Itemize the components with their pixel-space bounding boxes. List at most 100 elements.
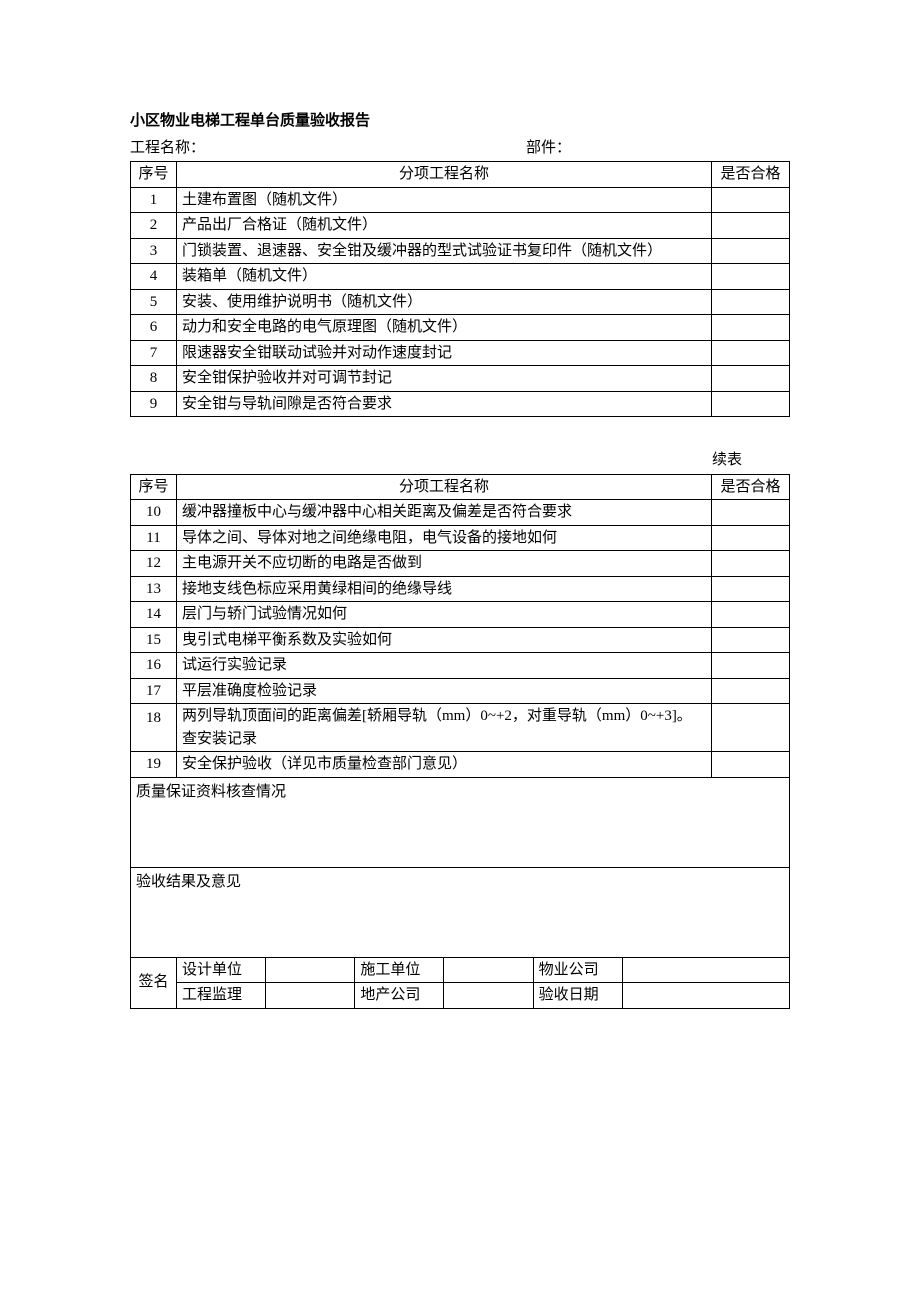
acceptance-date-label: 验收日期 bbox=[533, 983, 622, 1009]
seq-cell: 12 bbox=[131, 551, 177, 577]
qual-cell[interactable] bbox=[712, 289, 790, 315]
qual-cell[interactable] bbox=[712, 391, 790, 417]
table-row: 10缓冲器撞板中心与缓冲器中心相关距离及偏差是否符合要求 bbox=[131, 500, 790, 526]
table-row: 5安装、使用维护说明书（随机文件） bbox=[131, 289, 790, 315]
name-cell: 土建布置图（随机文件） bbox=[177, 187, 712, 213]
result-label: 验收结果及意见 bbox=[136, 874, 241, 890]
table-row: 18两列导轨顶面间的距离偏差[轿厢导轨（mm）0~+2，对重导轨（mm）0~+3… bbox=[131, 704, 790, 752]
qa-review-row: 质量保证资料核查情况 bbox=[131, 777, 790, 867]
table-row: 11导体之间、导体对地之间绝缘电阻，电气设备的接地如何 bbox=[131, 525, 790, 551]
qual-cell[interactable] bbox=[712, 551, 790, 577]
seq-cell: 14 bbox=[131, 602, 177, 628]
table-row: 1土建布置图（随机文件） bbox=[131, 187, 790, 213]
seq-cell: 2 bbox=[131, 213, 177, 239]
construction-unit-value[interactable] bbox=[444, 957, 533, 983]
qual-cell[interactable] bbox=[712, 187, 790, 213]
signature-group-label: 签名 bbox=[131, 957, 177, 1008]
table-header-row: 序号 分项工程名称 是否合格 bbox=[131, 162, 790, 188]
qual-cell[interactable] bbox=[712, 627, 790, 653]
part-label: 部件： bbox=[526, 140, 571, 156]
qual-cell[interactable] bbox=[712, 366, 790, 392]
seq-cell: 4 bbox=[131, 264, 177, 290]
name-cell: 产品出厂合格证（随机文件） bbox=[177, 213, 712, 239]
property-company-label: 物业公司 bbox=[533, 957, 622, 983]
seq-cell: 11 bbox=[131, 525, 177, 551]
seq-cell: 10 bbox=[131, 500, 177, 526]
table-row: 2产品出厂合格证（随机文件） bbox=[131, 213, 790, 239]
qual-cell[interactable] bbox=[712, 678, 790, 704]
name-cell: 曳引式电梯平衡系数及实验如何 bbox=[177, 627, 712, 653]
qual-cell[interactable] bbox=[712, 315, 790, 341]
name-cell: 装箱单（随机文件） bbox=[177, 264, 712, 290]
table-row: 4装箱单（随机文件） bbox=[131, 264, 790, 290]
qa-review-label: 质量保证资料核查情况 bbox=[136, 784, 286, 800]
continued-label: 续表 bbox=[130, 449, 790, 472]
name-cell: 门锁装置、退速器、安全钳及缓冲器的型式试验证书复印件（随机文件） bbox=[177, 238, 712, 264]
seq-cell: 6 bbox=[131, 315, 177, 341]
col-seq-header: 序号 bbox=[131, 162, 177, 188]
table-header-row: 序号 分项工程名称 是否合格 bbox=[131, 474, 790, 500]
property-company-value[interactable] bbox=[622, 957, 789, 983]
estate-company-value[interactable] bbox=[444, 983, 533, 1009]
name-cell: 试运行实验记录 bbox=[177, 653, 712, 679]
qual-cell[interactable] bbox=[712, 653, 790, 679]
qual-cell[interactable] bbox=[712, 264, 790, 290]
name-cell: 层门与轿门试验情况如何 bbox=[177, 602, 712, 628]
name-cell: 安全钳保护验收并对可调节封记 bbox=[177, 366, 712, 392]
col-qual-header: 是否合格 bbox=[712, 162, 790, 188]
signature-row-2: 工程监理 地产公司 验收日期 bbox=[131, 983, 790, 1009]
qual-cell[interactable] bbox=[712, 525, 790, 551]
name-cell: 安装、使用维护说明书（随机文件） bbox=[177, 289, 712, 315]
qual-cell[interactable] bbox=[712, 752, 790, 778]
seq-cell: 8 bbox=[131, 366, 177, 392]
design-unit-value[interactable] bbox=[266, 957, 355, 983]
table-row: 9安全钳与导轨间隙是否符合要求 bbox=[131, 391, 790, 417]
seq-cell: 18 bbox=[131, 704, 177, 752]
supervision-label: 工程监理 bbox=[177, 983, 266, 1009]
table-row: 15曳引式电梯平衡系数及实验如何 bbox=[131, 627, 790, 653]
name-cell: 缓冲器撞板中心与缓冲器中心相关距离及偏差是否符合要求 bbox=[177, 500, 712, 526]
table-row: 7限速器安全钳联动试验并对动作速度封记 bbox=[131, 340, 790, 366]
col-seq-header: 序号 bbox=[131, 474, 177, 500]
acceptance-date-value[interactable] bbox=[622, 983, 789, 1009]
signature-row-1: 签名 设计单位 施工单位 物业公司 bbox=[131, 957, 790, 983]
name-cell: 安全钳与导轨间隙是否符合要求 bbox=[177, 391, 712, 417]
name-cell: 限速器安全钳联动试验并对动作速度封记 bbox=[177, 340, 712, 366]
qual-cell[interactable] bbox=[712, 576, 790, 602]
seq-cell: 9 bbox=[131, 391, 177, 417]
seq-cell: 3 bbox=[131, 238, 177, 264]
name-cell: 动力和安全电路的电气原理图（随机文件） bbox=[177, 315, 712, 341]
qual-cell[interactable] bbox=[712, 340, 790, 366]
document-title: 小区物业电梯工程单台质量验收报告 bbox=[130, 110, 790, 133]
estate-company-label: 地产公司 bbox=[355, 983, 444, 1009]
table-row: 12主电源开关不应切断的电路是否做到 bbox=[131, 551, 790, 577]
seq-cell: 5 bbox=[131, 289, 177, 315]
table-row: 6动力和安全电路的电气原理图（随机文件） bbox=[131, 315, 790, 341]
qual-cell[interactable] bbox=[712, 602, 790, 628]
qual-cell[interactable] bbox=[712, 213, 790, 239]
name-cell: 主电源开关不应切断的电路是否做到 bbox=[177, 551, 712, 577]
table-row: 16试运行实验记录 bbox=[131, 653, 790, 679]
table-row: 3门锁装置、退速器、安全钳及缓冲器的型式试验证书复印件（随机文件） bbox=[131, 238, 790, 264]
col-name-header: 分项工程名称 bbox=[177, 474, 712, 500]
inspection-table-2: 序号 分项工程名称 是否合格 10缓冲器撞板中心与缓冲器中心相关距离及偏差是否符… bbox=[130, 474, 790, 1009]
seq-cell: 13 bbox=[131, 576, 177, 602]
result-row: 验收结果及意见 bbox=[131, 867, 790, 957]
seq-cell: 7 bbox=[131, 340, 177, 366]
seq-cell: 15 bbox=[131, 627, 177, 653]
name-cell: 安全保护验收（详见市质量检查部门意见） bbox=[177, 752, 712, 778]
seq-cell: 19 bbox=[131, 752, 177, 778]
qual-cell[interactable] bbox=[712, 500, 790, 526]
table-row: 13接地支线色标应采用黄绿相间的绝缘导线 bbox=[131, 576, 790, 602]
seq-cell: 16 bbox=[131, 653, 177, 679]
col-name-header: 分项工程名称 bbox=[177, 162, 712, 188]
supervision-value[interactable] bbox=[266, 983, 355, 1009]
table-row: 19安全保护验收（详见市质量检查部门意见） bbox=[131, 752, 790, 778]
qual-cell[interactable] bbox=[712, 238, 790, 264]
construction-unit-label: 施工单位 bbox=[355, 957, 444, 983]
qual-cell[interactable] bbox=[712, 704, 790, 752]
name-cell: 导体之间、导体对地之间绝缘电阻，电气设备的接地如何 bbox=[177, 525, 712, 551]
name-cell: 接地支线色标应采用黄绿相间的绝缘导线 bbox=[177, 576, 712, 602]
seq-cell: 1 bbox=[131, 187, 177, 213]
header-row: 工程名称： 部件： bbox=[130, 137, 790, 160]
